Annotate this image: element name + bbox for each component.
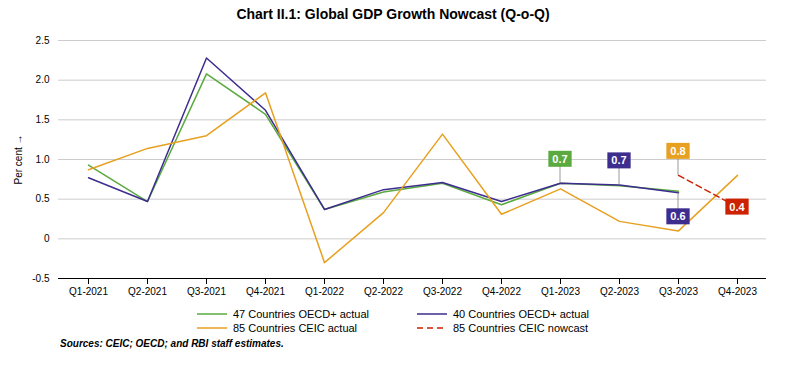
svg-text:1.0: 1.0 bbox=[36, 154, 50, 165]
svg-text:Q1-2021: Q1-2021 bbox=[69, 286, 108, 297]
svg-text:Q1-2023: Q1-2023 bbox=[541, 286, 580, 297]
svg-text:0.7: 0.7 bbox=[611, 154, 626, 166]
html-text:Sources: CEIC; OECD; and RBI s: Sources: CEIC; OECD; and RBI staff estim… bbox=[60, 338, 284, 349]
svg-text:Q2-2023: Q2-2023 bbox=[600, 286, 639, 297]
html-text:Chart II.1: Global GDP Growth: Chart II.1: Global GDP Growth Nowcast (Q… bbox=[236, 6, 550, 22]
svg-text:Q1-2022: Q1-2022 bbox=[305, 286, 344, 297]
svg-text:Q4-2021: Q4-2021 bbox=[246, 286, 285, 297]
html-text:85 Countries CEIC actual: 85 Countries CEIC actual bbox=[233, 322, 358, 334]
svg-text:0.8: 0.8 bbox=[670, 145, 685, 157]
svg-text:2.0: 2.0 bbox=[36, 74, 50, 85]
html-text:85 Countries CEIC nowcast: 85 Countries CEIC nowcast bbox=[453, 322, 589, 334]
svg-text:Q3-2023: Q3-2023 bbox=[659, 286, 698, 297]
svg-text:Q3-2022: Q3-2022 bbox=[423, 286, 462, 297]
svg-text:0.4: 0.4 bbox=[729, 201, 745, 213]
html-text:40 Countries OECD+ actual: 40 Countries OECD+ actual bbox=[453, 308, 589, 320]
svg-text:Q4-2023: Q4-2023 bbox=[718, 286, 757, 297]
svg-text:0.5: 0.5 bbox=[36, 193, 50, 204]
svg-text:Q4-2022: Q4-2022 bbox=[482, 286, 521, 297]
svg-text:Q2-2021: Q2-2021 bbox=[128, 286, 167, 297]
svg-text:2.5: 2.5 bbox=[36, 35, 50, 46]
svg-text:Q3-2021: Q3-2021 bbox=[187, 286, 226, 297]
svg-text:Q2-2022: Q2-2022 bbox=[364, 286, 403, 297]
svg-text:1.5: 1.5 bbox=[36, 114, 50, 125]
svg-text:-0.5: -0.5 bbox=[32, 273, 50, 284]
svg-text:0: 0 bbox=[44, 233, 50, 244]
svg-text:0.6: 0.6 bbox=[670, 210, 685, 222]
svg-text:0.7: 0.7 bbox=[552, 153, 567, 165]
svg-text:Per cent →: Per cent → bbox=[13, 134, 24, 184]
html-text:47 Countries OECD+ actual: 47 Countries OECD+ actual bbox=[233, 308, 369, 320]
